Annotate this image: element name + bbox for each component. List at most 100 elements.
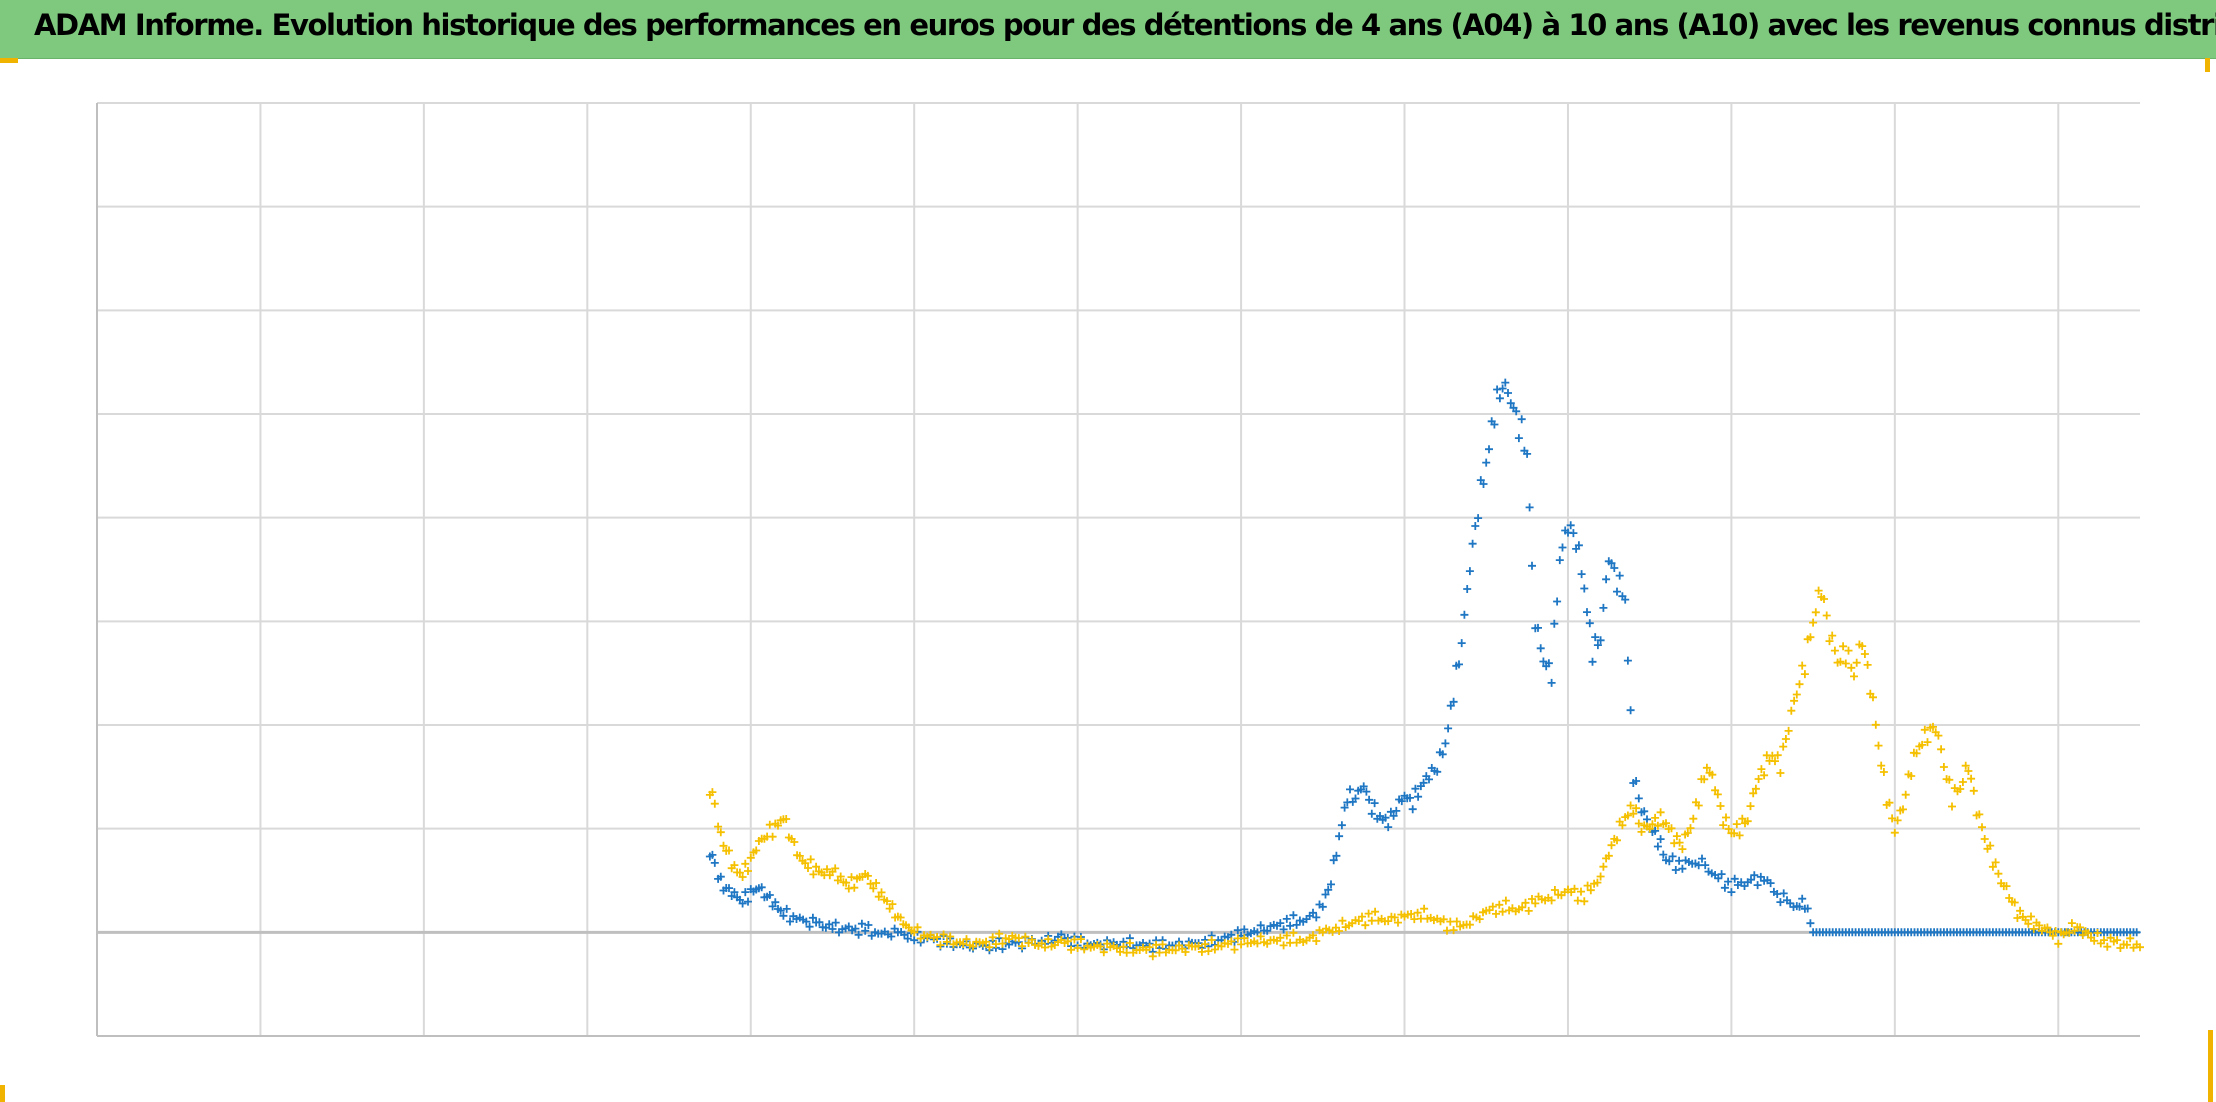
- series-yellow-point: [1067, 945, 1076, 954]
- series-yellow-point: [1528, 895, 1536, 903]
- series-blue-point: [808, 913, 817, 922]
- series-blue-point: [1408, 805, 1417, 814]
- series-yellow-point: [1580, 897, 1589, 906]
- series-blue-point: [1479, 480, 1488, 488]
- series-yellow-point: [842, 878, 851, 887]
- series-yellow-point: [2076, 923, 2085, 932]
- series-yellow-point: [1227, 937, 1236, 946]
- series-yellow-point: [1792, 690, 1801, 699]
- series-blue-point: [1550, 619, 1559, 628]
- series-yellow-point: [1518, 903, 1527, 912]
- series-yellow-point: [1929, 722, 1937, 731]
- series-blue-point: [1607, 559, 1616, 568]
- series-yellow-point: [1776, 769, 1785, 777]
- series-yellow-point: [1863, 660, 1872, 669]
- series-blue-point: [1406, 793, 1414, 802]
- series-blue-point: [757, 883, 766, 892]
- series-blue-point: [1602, 575, 1611, 584]
- series-yellow-point: [1686, 824, 1695, 833]
- series-blue-point: [1724, 877, 1733, 886]
- series-yellow-point: [1702, 763, 1711, 772]
- series-yellow-point: [1879, 768, 1888, 776]
- series-blue-point: [744, 897, 752, 906]
- series-yellow-point: [1475, 915, 1484, 924]
- series-yellow-point: [1014, 934, 1023, 943]
- series-yellow-point: [1757, 765, 1766, 774]
- series-yellow-point: [1899, 805, 1907, 814]
- series-yellow-point: [836, 872, 845, 881]
- series-blue-point: [1640, 807, 1649, 816]
- series-yellow-point: [1390, 913, 1399, 922]
- series-blue-point: [1367, 809, 1376, 818]
- series-yellow-point: [995, 929, 1004, 938]
- series-yellow-point: [1672, 832, 1681, 841]
- series-yellow-point: [790, 838, 799, 846]
- series-yellow-point: [883, 897, 891, 906]
- series-blue-point: [1626, 706, 1635, 715]
- series-yellow-point: [1018, 942, 1027, 951]
- series-blue-point: [1766, 879, 1775, 888]
- series-blue-point: [1795, 902, 1804, 911]
- series-yellow-point: [1547, 896, 1556, 905]
- series-yellow-point: [1604, 851, 1613, 860]
- series-blue-point: [1498, 384, 1507, 393]
- series-blue-point: [1359, 782, 1368, 791]
- series-blue-point: [1346, 785, 1354, 794]
- series-yellow-point: [1207, 936, 1216, 944]
- series-blue-point: [1411, 784, 1420, 793]
- series-yellow-point: [1358, 912, 1366, 921]
- series-yellow-point: [1784, 726, 1793, 735]
- series-blue-point: [1779, 889, 1788, 898]
- series-blue-point: [1544, 659, 1553, 668]
- series-yellow-point: [1495, 900, 1504, 909]
- series-blue-point: [1397, 797, 1406, 806]
- series-yellow-point: [1787, 706, 1796, 715]
- series-yellow-point: [1732, 820, 1741, 829]
- series-blue-point: [1449, 697, 1458, 706]
- series-yellow-point: [1276, 933, 1285, 942]
- series-yellow-point: [1830, 646, 1839, 655]
- series-blue-point: [1653, 842, 1662, 851]
- series-blue-point: [831, 918, 840, 927]
- series-yellow-point: [809, 870, 818, 879]
- series-blue-point: [1634, 794, 1643, 803]
- series-yellow-point: [1076, 935, 1085, 944]
- series-yellow-point: [877, 888, 886, 897]
- series-blue-point: [1263, 926, 1272, 935]
- series-yellow-point: [1145, 943, 1154, 952]
- series-yellow-point: [847, 873, 856, 882]
- series-yellow-point: [1449, 926, 1458, 935]
- series-blue-point: [1362, 787, 1371, 796]
- series-yellow-point: [1918, 740, 1927, 749]
- series-yellow-point: [1653, 821, 1662, 830]
- series-blue-point: [1632, 777, 1641, 785]
- series-yellow-point: [2067, 919, 2076, 928]
- series-yellow-point: [1730, 829, 1739, 838]
- series-yellow-point: [716, 828, 725, 837]
- series-blue-point: [1717, 870, 1726, 879]
- series-yellow-point: [1465, 920, 1474, 929]
- series-blue-point: [903, 934, 912, 943]
- series-blue-point: [1585, 619, 1594, 628]
- series-yellow-point: [1809, 618, 1818, 627]
- series-yellow-point: [1256, 932, 1265, 941]
- series-yellow-point: [1700, 775, 1709, 784]
- series-blue-point: [1558, 543, 1567, 552]
- series-yellow-point: [735, 868, 744, 877]
- series-blue-point: [1536, 644, 1545, 653]
- series-blue-point: [1389, 811, 1398, 820]
- series-blue-point: [1282, 914, 1291, 923]
- series-blue-point: [1588, 657, 1597, 666]
- series-yellow-point: [719, 841, 728, 850]
- series-blue-point: [1471, 522, 1480, 530]
- series-yellow-point: [1893, 816, 1902, 825]
- series-yellow-point: [1961, 761, 1970, 770]
- series-blue-point: [854, 930, 863, 939]
- series-yellow-point: [801, 859, 810, 868]
- series-blue-point: [1318, 902, 1327, 911]
- series-yellow-point: [1923, 738, 1932, 747]
- series-blue-point: [1240, 925, 1249, 934]
- corner-accent-bottom-right: [2208, 1030, 2213, 1102]
- series-blue-point: [1490, 420, 1499, 429]
